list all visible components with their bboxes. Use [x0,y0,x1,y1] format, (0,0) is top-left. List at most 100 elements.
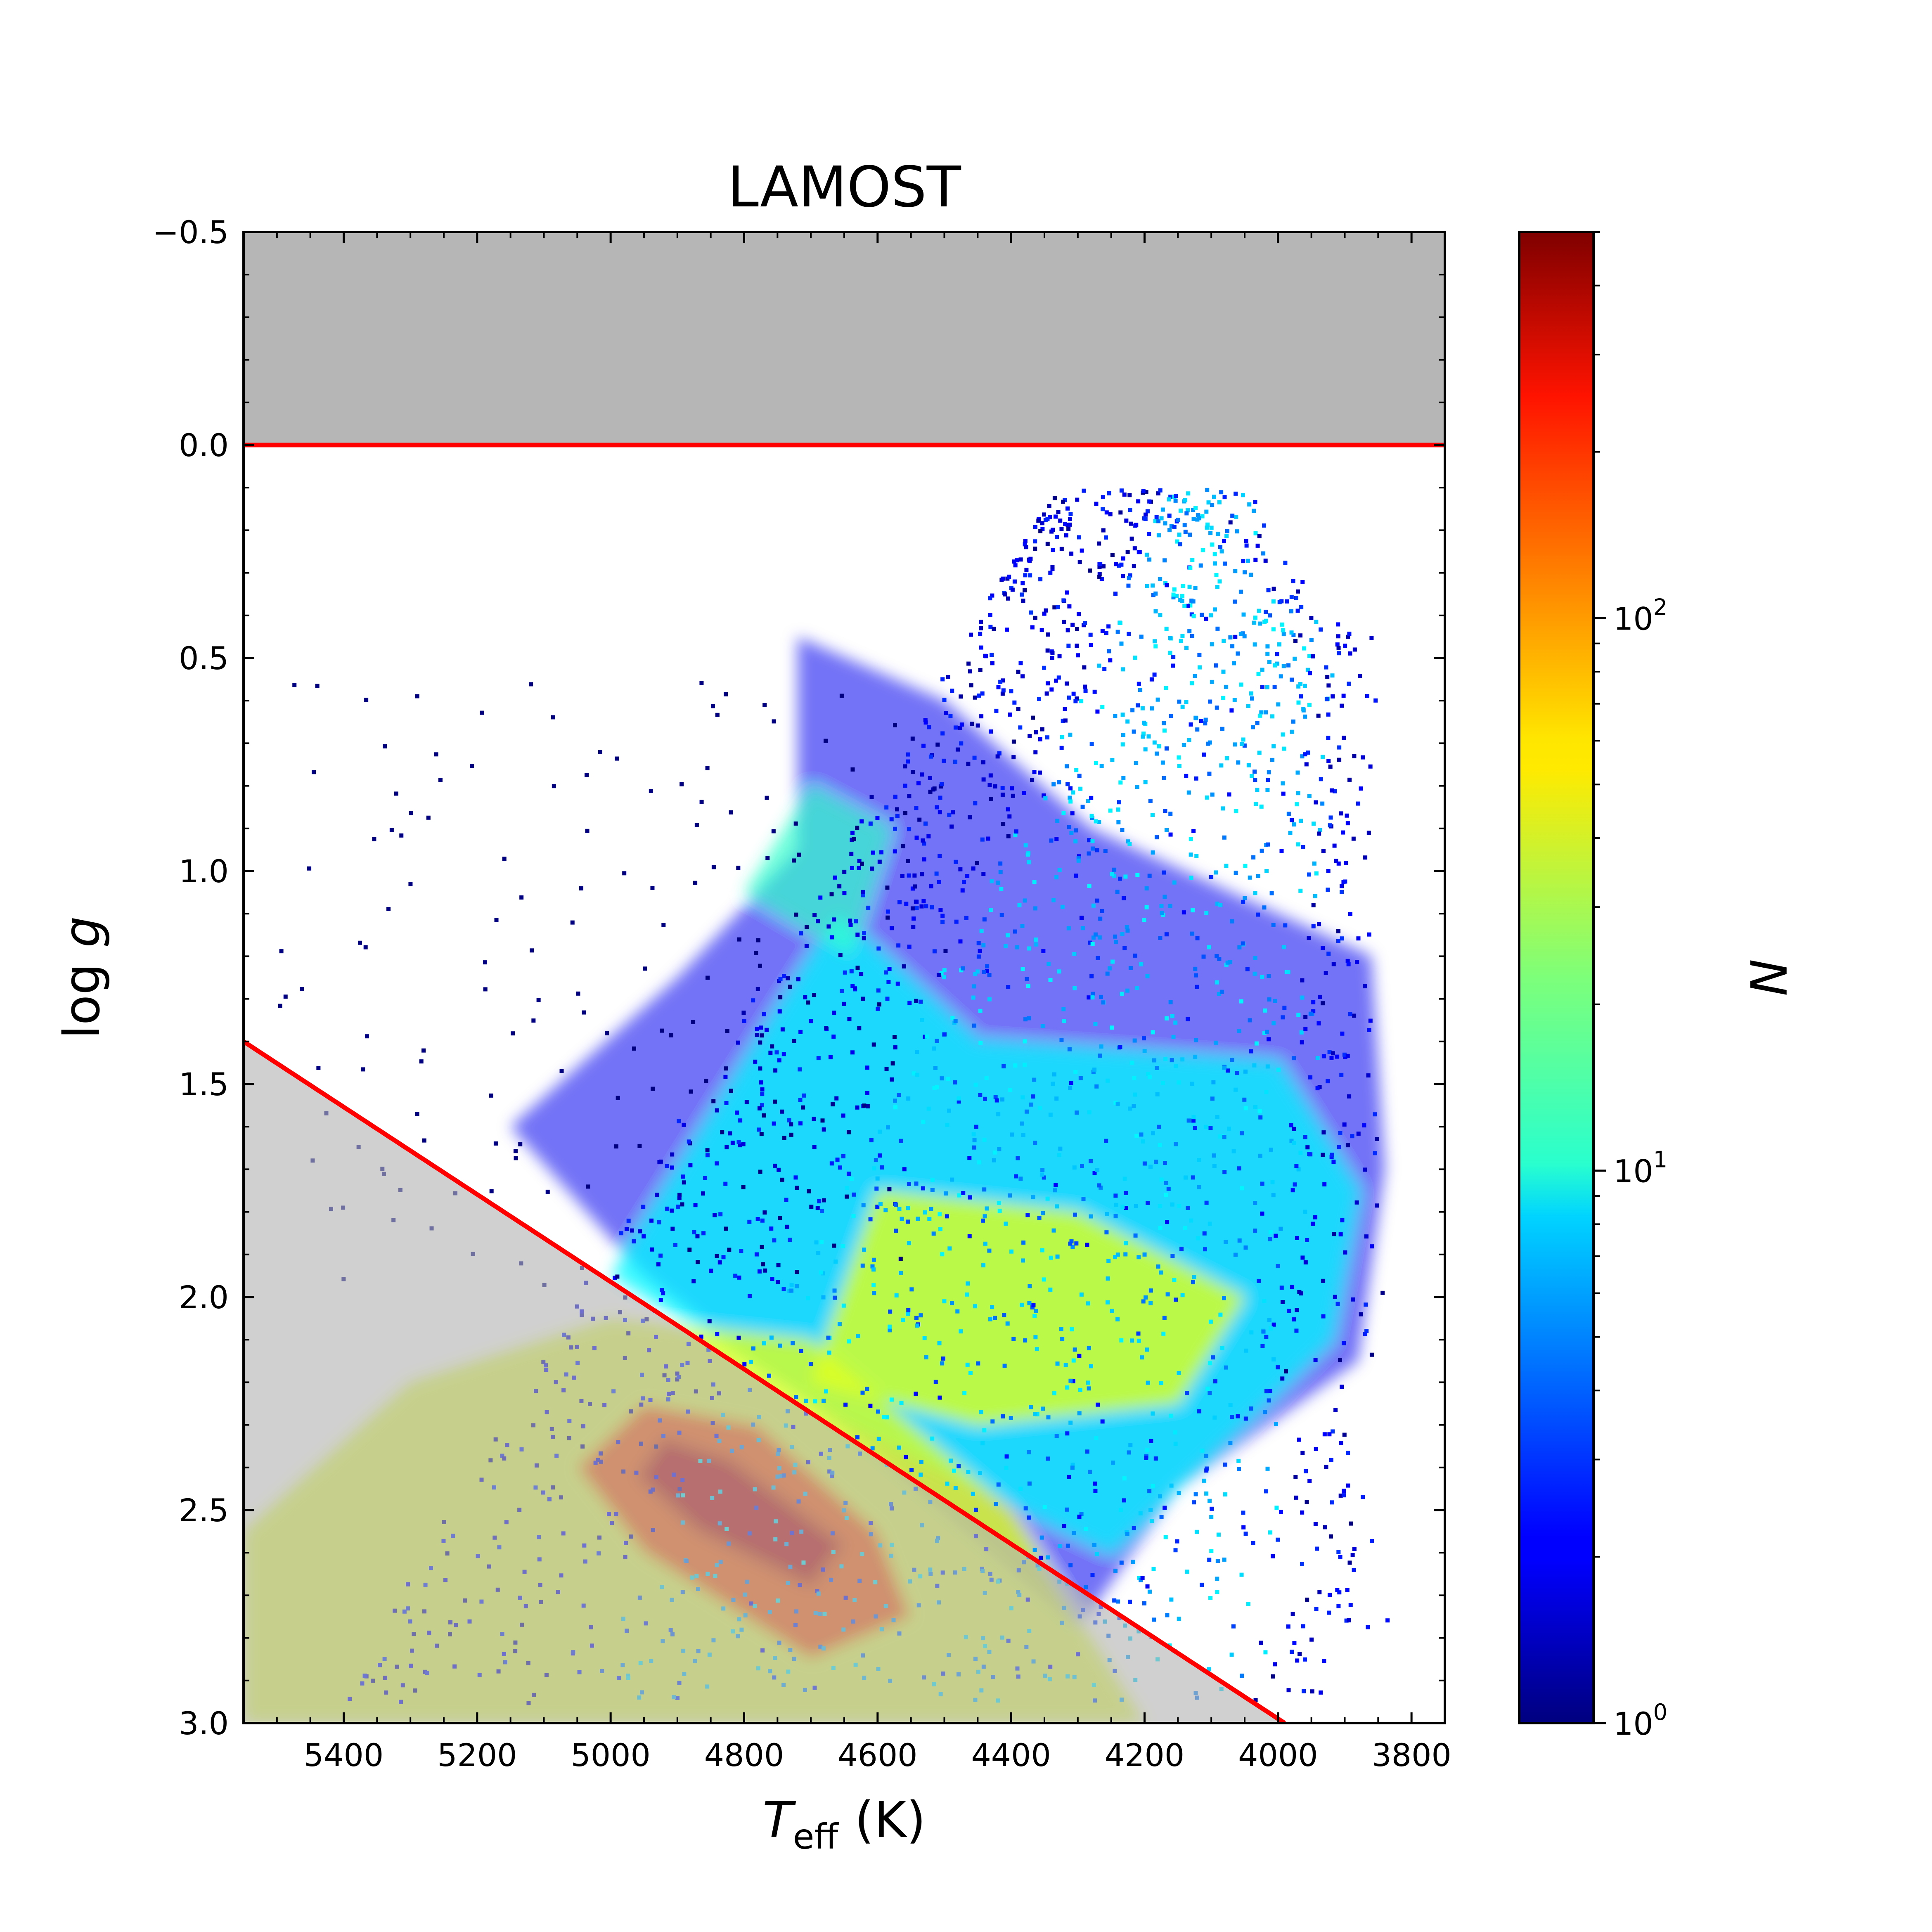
density-cell [1184,774,1189,778]
density-cell [1342,1341,1346,1345]
density-cell [1225,756,1229,760]
density-cell [932,786,937,791]
density-cell [769,1226,774,1231]
density-cell [1170,1014,1174,1018]
density-cell [1338,1358,1342,1362]
density-cell [1302,684,1307,688]
density-cell [906,1312,910,1316]
density-cell [1072,952,1077,956]
density-cell [1091,846,1095,851]
density-cell [1006,933,1010,938]
density-cell [1258,713,1262,718]
density-cell [1065,628,1070,632]
density-cell [1241,737,1245,742]
density-cell [1015,558,1019,563]
density-cell [1174,1064,1178,1068]
density-cell [877,1002,882,1007]
density-cell [701,1231,706,1236]
density-cell [421,1048,426,1053]
density-cell [1321,1314,1326,1319]
density-cell [822,1198,826,1203]
density-cell [1077,774,1082,778]
density-cell [1033,750,1038,755]
density-cell [1193,966,1198,971]
density-cell [1193,973,1198,978]
density-cell [1204,1468,1209,1473]
density-cell [1177,533,1181,537]
density-cell [1055,1204,1059,1209]
density-cell [1121,574,1125,578]
density-cell [1292,1056,1296,1061]
density-cell [1158,1143,1162,1147]
density-cell [1188,603,1193,608]
density-cell [1296,1167,1301,1172]
density-cell [1243,896,1247,900]
density-cell [728,1131,732,1136]
density-cell [1139,962,1144,966]
density-cell [1027,1515,1032,1520]
density-cell [1242,1097,1247,1102]
density-cell [1321,1001,1325,1006]
density-cell [1175,1539,1179,1544]
density-cell [995,754,1000,759]
density-cell [993,1316,997,1320]
density-cell [848,923,853,928]
density-cell [988,613,992,618]
density-cell [1232,698,1237,703]
density-cell [1144,1456,1148,1460]
density-cell [1311,1000,1316,1004]
density-cell [1363,984,1367,989]
density-cell [1156,533,1161,537]
density-cell [1243,570,1247,575]
density-cell [919,1460,923,1464]
density-cell [837,884,842,889]
density-cell [847,1339,851,1344]
density-cell [1347,1618,1351,1623]
density-cell [1214,870,1218,875]
density-cell [973,1082,978,1087]
density-cell [1191,829,1196,833]
density-cell [1151,850,1155,855]
density-cell [909,1287,914,1292]
density-cell [1280,1300,1285,1304]
density-cell [1168,812,1173,816]
density-cell [1243,1106,1248,1110]
density-cell [1021,1258,1025,1263]
density-cell [1228,960,1232,964]
density-cell [940,731,945,736]
density-cell [769,1335,774,1340]
density-cell [1321,946,1325,950]
density-cell [1189,876,1193,880]
density-cell [1147,1589,1152,1594]
density-cell [1375,1136,1379,1141]
y-tick-label: 2.5 [179,1492,229,1529]
density-cell [1200,514,1205,519]
density-cell [1005,627,1009,632]
density-cell [1368,764,1373,769]
density-cell [1158,1226,1163,1230]
density-cell [695,1234,700,1238]
density-cell [311,770,316,774]
density-cell [1048,978,1053,982]
density-cell [1302,646,1307,651]
density-cell [1059,1327,1063,1331]
density-cell [1197,1185,1201,1189]
density-cell [1316,1021,1321,1026]
density-cell [1326,869,1331,874]
density-cell [1169,524,1174,528]
density-cell [1163,1161,1167,1165]
density-cell [1134,523,1139,527]
density-cell [1078,1387,1082,1392]
y-axis-title-italic: g [54,916,111,947]
density-cell [1141,734,1145,739]
density-cell [1269,1326,1273,1331]
density-cell [1255,543,1260,548]
density-cell [1255,721,1260,725]
density-cell [1209,875,1214,879]
density-cell [939,971,944,975]
density-cell [971,1132,976,1136]
density-cell [493,1141,498,1146]
density-cell [977,693,981,698]
density-cell [1338,1232,1343,1237]
density-cell [1130,708,1135,713]
